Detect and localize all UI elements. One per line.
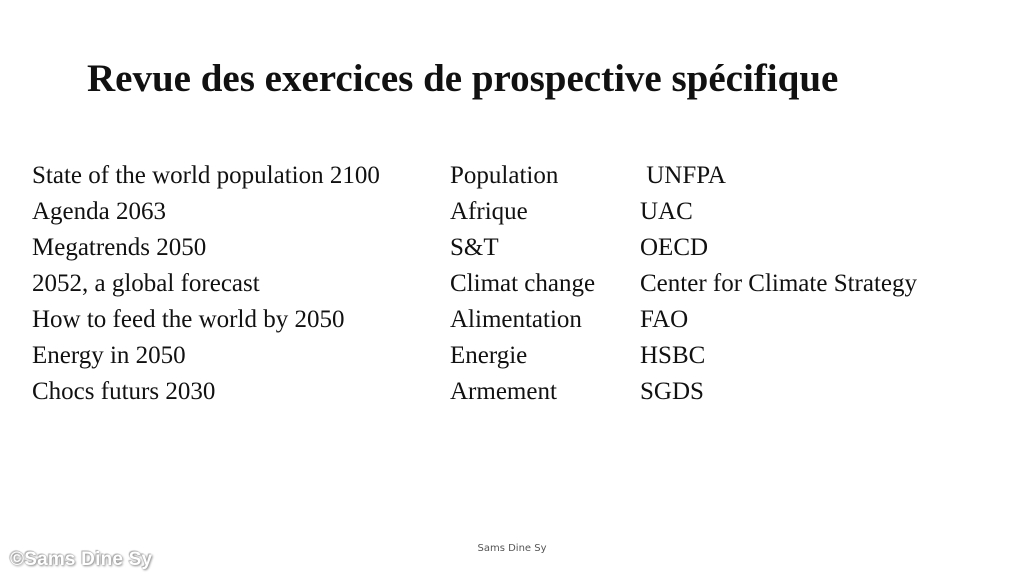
theme-cell: Climat change bbox=[450, 270, 596, 297]
source-cell: UAC bbox=[640, 198, 693, 225]
copyright-watermark: ©Sams Dine Sy bbox=[10, 549, 153, 570]
source-cell: FAO bbox=[640, 306, 689, 333]
slide-title: Revue des exercices de prospective spéci… bbox=[87, 57, 839, 100]
source-cell: SGDS bbox=[640, 378, 704, 405]
study-cell: How to feed the world by 2050 bbox=[32, 306, 345, 333]
study-cell: Megatrends 2050 bbox=[32, 234, 207, 261]
source-cell: UNFPA bbox=[640, 162, 726, 189]
source-cell: OECD bbox=[640, 234, 709, 261]
theme-cell: S&T bbox=[450, 234, 499, 261]
study-cell: 2052, a global forecast bbox=[32, 270, 260, 297]
theme-cell: Alimentation bbox=[450, 306, 582, 333]
theme-cell: Energie bbox=[450, 342, 528, 369]
source-cell: Center for Climate Strategy bbox=[640, 270, 918, 297]
study-cell: Agenda 2063 bbox=[32, 198, 166, 225]
study-cell: Energy in 2050 bbox=[32, 342, 186, 369]
theme-cell: Afrique bbox=[450, 198, 528, 225]
study-cell: State of the world population 2100 bbox=[32, 162, 380, 189]
study-cell: Chocs futurs 2030 bbox=[32, 378, 216, 405]
theme-cell: Armement bbox=[450, 378, 557, 405]
slide-footer: Sams Dine Sy bbox=[477, 543, 547, 554]
theme-cell: Population bbox=[450, 162, 559, 189]
source-cell: HSBC bbox=[640, 342, 706, 369]
